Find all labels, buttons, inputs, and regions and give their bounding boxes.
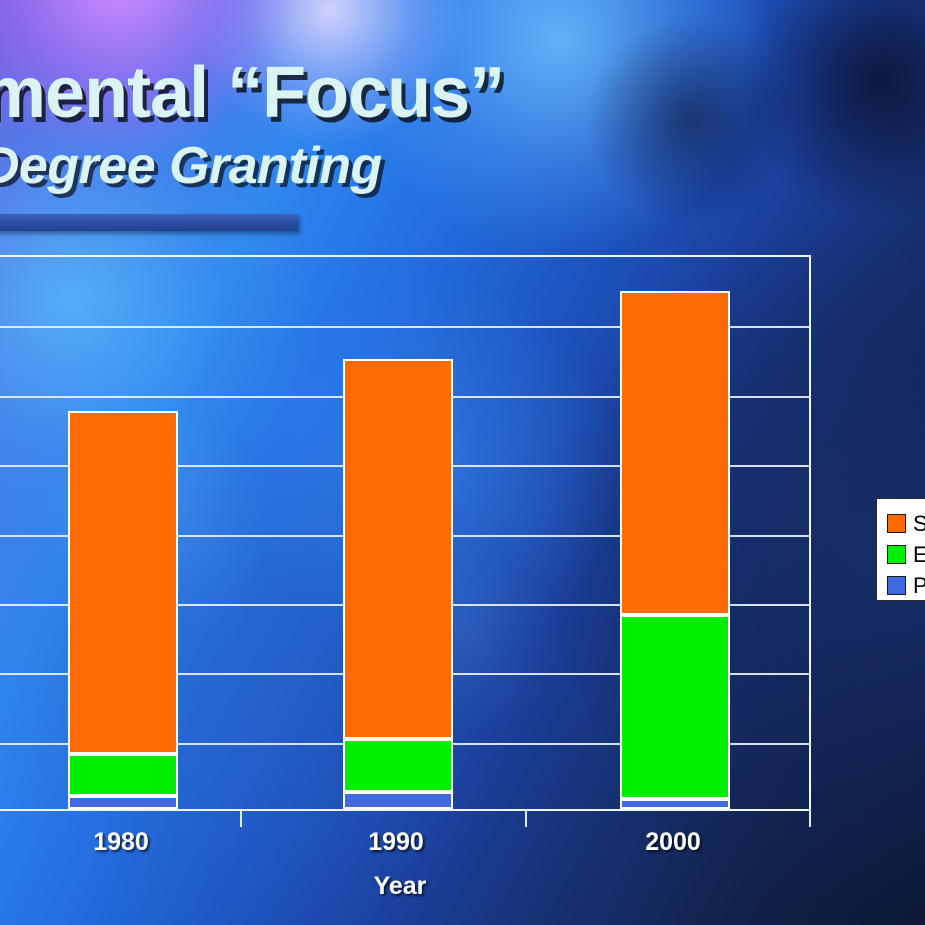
page-subtitle: MS-Degree Granting	[0, 137, 382, 195]
legend-engineering-swatch	[887, 545, 906, 564]
bar-segment-2000-En[interactable]	[620, 615, 730, 799]
bar-segment-2000-Sc[interactable]	[620, 291, 730, 615]
legend-physics-swatch	[887, 576, 906, 595]
bar-segment-1990-Ph[interactable]	[343, 792, 453, 809]
bar-1990[interactable]	[343, 359, 453, 809]
x-axis-tick	[239, 811, 242, 827]
legend-item[interactable]: Sc	[887, 508, 925, 539]
x-tick-label-2000: 2000	[645, 828, 701, 856]
legend-engineering-label: En	[913, 542, 925, 568]
bar-group	[0, 257, 809, 809]
chart-legend: Sc En Ph	[876, 498, 925, 601]
bar-segment-1980-Ph[interactable]	[68, 796, 178, 809]
bar-segment-1990-En[interactable]	[343, 739, 453, 792]
x-tick-label-1980: 1980	[93, 828, 149, 856]
bar-segment-1980-En[interactable]	[68, 754, 178, 796]
legend-physics-label: Ph	[913, 573, 925, 599]
legend-science-swatch	[887, 514, 906, 533]
x-tick-label-1990: 1990	[368, 828, 424, 856]
bar-2000[interactable]	[620, 291, 730, 809]
plot-area	[0, 255, 811, 811]
bar-segment-1980-Sc[interactable]	[68, 411, 178, 754]
legend-item[interactable]: En	[887, 539, 925, 570]
bar-segment-2000-Ph[interactable]	[620, 799, 730, 809]
x-axis-tick	[809, 811, 811, 827]
bar-1980[interactable]	[68, 411, 178, 809]
page-title: partmental “Focus”	[0, 53, 505, 133]
x-axis-title: Year	[373, 872, 427, 900]
gridline	[0, 326, 809, 329]
x-axis-tick	[525, 811, 528, 827]
legend-item[interactable]: Ph	[887, 570, 925, 600]
bar-segment-1990-Sc[interactable]	[343, 359, 453, 739]
legend-science-label: Sc	[913, 511, 925, 537]
title-accent-bar	[0, 214, 298, 231]
